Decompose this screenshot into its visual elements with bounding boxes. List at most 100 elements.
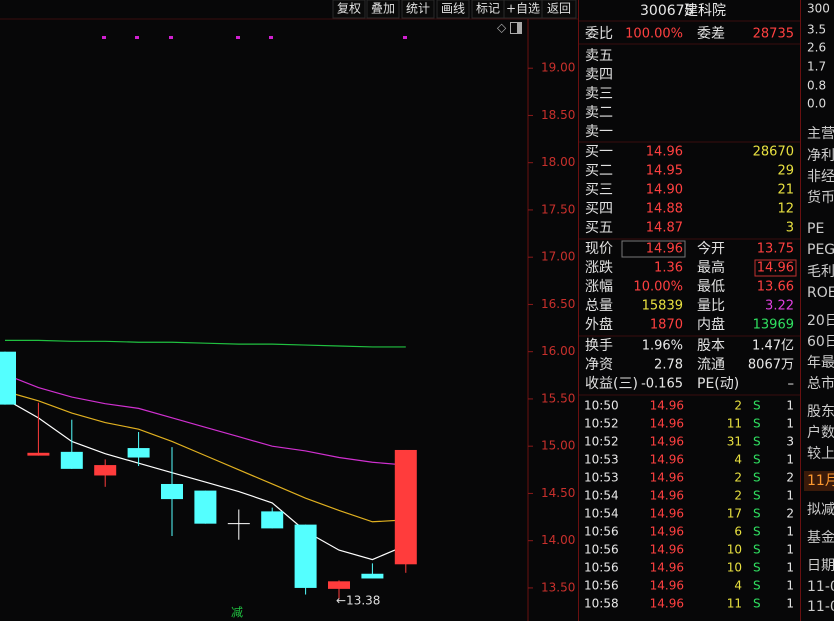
toolbar-button[interactable] bbox=[541, 0, 577, 19]
trade-time: 10:56 bbox=[584, 543, 619, 557]
stat-value: 1.96% bbox=[642, 339, 683, 354]
stock-name: 建科院 bbox=[684, 3, 726, 19]
toolbar-button[interactable] bbox=[366, 0, 400, 19]
tag-box bbox=[804, 471, 834, 491]
stat-label: 今开 bbox=[697, 241, 725, 257]
trade-price: 14.96 bbox=[650, 399, 684, 413]
stat-value: -0.165 bbox=[641, 377, 683, 392]
trade-volume: 17 bbox=[727, 507, 742, 521]
side-info: 拟减 bbox=[807, 502, 834, 518]
stat-label: 股本 bbox=[697, 338, 725, 354]
trade-side: S bbox=[753, 471, 761, 485]
side-info: 基金 bbox=[807, 529, 834, 546]
side-info: PEG bbox=[807, 242, 834, 258]
trade-time: 10:53 bbox=[584, 471, 619, 485]
toolbar-button-label[interactable]: 复权 bbox=[337, 2, 361, 16]
toolbar-button[interactable] bbox=[332, 0, 366, 19]
candle-body bbox=[328, 581, 350, 589]
stat-value: 3.22 bbox=[765, 299, 794, 314]
trade-count: 2 bbox=[786, 471, 794, 485]
trade-side: S bbox=[753, 543, 761, 557]
trade-side: S bbox=[753, 525, 761, 539]
trade-count: 1 bbox=[786, 525, 794, 539]
trade-count: 1 bbox=[786, 561, 794, 575]
trade-time: 10:50 bbox=[584, 399, 619, 413]
trade-volume: 4 bbox=[734, 579, 742, 593]
toolbar-button-label[interactable]: 叠加 bbox=[371, 2, 395, 16]
value-box bbox=[754, 259, 797, 277]
trade-side: S bbox=[753, 435, 761, 449]
toolbar-button[interactable] bbox=[436, 0, 470, 19]
candle-body bbox=[161, 483, 183, 500]
side-info: 较上 bbox=[807, 446, 834, 462]
buy-price: 14.87 bbox=[646, 221, 683, 236]
icon bbox=[517, 23, 521, 33]
trade-side: S bbox=[753, 579, 761, 593]
value: 28735 bbox=[753, 27, 794, 42]
trade-volume: 2 bbox=[734, 471, 742, 485]
ma-line bbox=[4, 390, 406, 523]
side-info: 11-0 bbox=[807, 579, 834, 595]
icon[interactable] bbox=[510, 22, 522, 34]
stat-label: 收益(三) bbox=[585, 376, 638, 392]
sell-level-label: 卖五 bbox=[585, 48, 613, 64]
candle-body bbox=[394, 449, 417, 565]
stat-label: 外盘 bbox=[585, 316, 613, 333]
y-tick-label: 18.50 bbox=[541, 108, 575, 122]
buy-volume: 12 bbox=[777, 202, 794, 217]
trade-side: S bbox=[753, 453, 761, 467]
sell-level-label: 卖四 bbox=[585, 67, 613, 83]
buy-volume: 21 bbox=[777, 183, 794, 198]
trade-price: 14.96 bbox=[650, 597, 684, 611]
y-tick-label: 18.00 bbox=[541, 155, 575, 169]
stat-label: PE(动) bbox=[697, 376, 739, 392]
trade-count: 1 bbox=[786, 399, 794, 413]
trade-volume: 10 bbox=[727, 561, 742, 575]
stat-value: 1.36 bbox=[654, 261, 683, 276]
stat-label: 总量 bbox=[585, 298, 613, 314]
stat-value: 13969 bbox=[753, 318, 794, 333]
toolbar-button-label[interactable]: 返回 bbox=[547, 2, 571, 16]
side-info: ROE bbox=[807, 285, 834, 301]
ma-line bbox=[5, 339, 406, 348]
trade-side: S bbox=[753, 489, 761, 503]
side-info: 股东 bbox=[807, 404, 834, 420]
trade-side: S bbox=[753, 417, 761, 431]
trade-volume: 11 bbox=[727, 417, 742, 431]
y-tick-label: 15.00 bbox=[541, 439, 575, 453]
toolbar-button-label[interactable]: 统计 bbox=[406, 2, 430, 16]
buy-level-label: 买二 bbox=[585, 163, 613, 179]
stat-value: 1870 bbox=[650, 318, 683, 333]
value-box bbox=[621, 240, 686, 258]
y-tick-label: 14.50 bbox=[541, 486, 575, 500]
stat-label: 最低 bbox=[697, 279, 725, 295]
sell-level-label: 卖三 bbox=[585, 86, 613, 102]
side-info: 毛利 bbox=[807, 264, 834, 280]
stat-label: 内盘 bbox=[697, 316, 725, 333]
ma-line bbox=[4, 398, 407, 561]
toolbar-button-label[interactable]: 画线 bbox=[441, 2, 465, 16]
trade-side: S bbox=[753, 597, 761, 611]
trade-volume: 6 bbox=[734, 525, 742, 539]
trade-count: 1 bbox=[786, 489, 794, 503]
stat-value: 14.96 bbox=[646, 242, 683, 257]
icon[interactable]: ◇ bbox=[497, 21, 507, 35]
candle-body bbox=[94, 465, 117, 476]
toolbar-button[interactable] bbox=[401, 0, 435, 19]
candle-body bbox=[261, 511, 284, 529]
side-info: 年最 bbox=[807, 355, 834, 371]
toolbar-button-label[interactable]: +自选 bbox=[506, 2, 540, 16]
stat-value: 13.66 bbox=[757, 280, 794, 295]
y-tick-label: 16.00 bbox=[541, 344, 575, 358]
side-info: 0.0 bbox=[807, 97, 826, 111]
side-info: 货币 bbox=[807, 189, 834, 206]
stat-label: 量比 bbox=[697, 298, 725, 314]
toolbar-button-label[interactable]: 标记 bbox=[476, 2, 500, 16]
trade-volume: 31 bbox=[727, 435, 742, 449]
sell-level-label: 卖二 bbox=[585, 105, 613, 121]
stat-value: 2.78 bbox=[654, 358, 683, 373]
side-info: 总市 bbox=[807, 375, 834, 392]
side-info: 300 bbox=[807, 2, 830, 16]
sell-level-label: 卖一 bbox=[585, 124, 613, 140]
